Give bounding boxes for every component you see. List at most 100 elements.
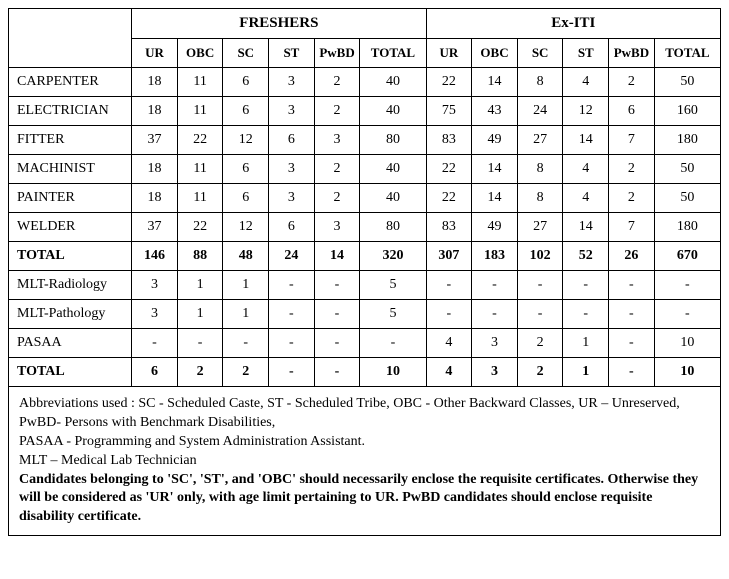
data-cell: 22 [177, 213, 223, 242]
data-cell: 11 [177, 155, 223, 184]
row-label: MACHINIST [9, 155, 132, 184]
sub-header: UR [426, 39, 472, 68]
data-cell: 22 [426, 155, 472, 184]
data-cell: 146 [132, 242, 178, 271]
data-cell: - [314, 358, 360, 387]
data-cell: - [314, 300, 360, 329]
data-cell: 2 [314, 184, 360, 213]
bold-note: Candidates belonging to 'SC', 'ST', and … [19, 472, 698, 525]
data-cell: - [426, 271, 472, 300]
data-cell: 6 [269, 213, 315, 242]
data-cell: 8 [517, 68, 563, 97]
data-cell: - [269, 329, 315, 358]
sub-header: OBC [177, 39, 223, 68]
data-cell: 2 [314, 97, 360, 126]
row-label: PAINTER [9, 184, 132, 213]
data-cell: 1 [563, 358, 609, 387]
data-cell: 24 [517, 97, 563, 126]
data-cell: 88 [177, 242, 223, 271]
data-cell: 2 [609, 68, 655, 97]
data-cell: 18 [132, 68, 178, 97]
table-row: FITTER3722126380834927147180 [9, 126, 721, 155]
data-cell: - [223, 329, 269, 358]
data-cell: 6 [223, 155, 269, 184]
data-cell: 3 [269, 68, 315, 97]
data-cell: 102 [517, 242, 563, 271]
table-row: CARPENTER181163240221484250 [9, 68, 721, 97]
data-cell: 12 [223, 126, 269, 155]
data-cell: 75 [426, 97, 472, 126]
data-cell: 4 [563, 184, 609, 213]
data-cell: 49 [472, 126, 518, 155]
data-cell: 4 [426, 358, 472, 387]
row-label: CARPENTER [9, 68, 132, 97]
data-cell: 4 [563, 155, 609, 184]
data-cell: - [426, 300, 472, 329]
data-cell: - [517, 271, 563, 300]
data-cell: 320 [360, 242, 426, 271]
row-label: TOTAL [9, 358, 132, 387]
data-cell: 12 [223, 213, 269, 242]
row-label: MLT-Pathology [9, 300, 132, 329]
table-row: WELDER3722126380834927147180 [9, 213, 721, 242]
data-cell: 6 [609, 97, 655, 126]
data-cell: 18 [132, 97, 178, 126]
data-cell: 183 [472, 242, 518, 271]
data-cell: 11 [177, 68, 223, 97]
exiti-header: Ex-ITI [426, 9, 720, 39]
table-row: ELECTRICIAN181163240754324126160 [9, 97, 721, 126]
row-label: ELECTRICIAN [9, 97, 132, 126]
data-cell: 26 [609, 242, 655, 271]
sub-header: SC [223, 39, 269, 68]
notes-cell: Abbreviations used : SC - Scheduled Cast… [9, 387, 721, 536]
row-label: TOTAL [9, 242, 132, 271]
mlt-line: MLT – Medical Lab Technician [19, 453, 197, 468]
data-cell: 6 [269, 126, 315, 155]
data-cell: - [654, 300, 720, 329]
data-cell: 1 [563, 329, 609, 358]
data-cell: 3 [472, 329, 518, 358]
data-cell: 40 [360, 184, 426, 213]
abbrev-line: Abbreviations used : SC - Scheduled Cast… [19, 396, 680, 430]
data-cell: 7 [609, 213, 655, 242]
data-cell: - [472, 300, 518, 329]
data-cell: 2 [609, 155, 655, 184]
table-body: CARPENTER181163240221484250ELECTRICIAN18… [9, 68, 721, 387]
data-cell: 6 [223, 68, 269, 97]
data-cell: 37 [132, 213, 178, 242]
data-cell: 12 [563, 97, 609, 126]
data-cell: - [269, 358, 315, 387]
data-cell: 4 [563, 68, 609, 97]
data-cell: - [132, 329, 178, 358]
row-label: WELDER [9, 213, 132, 242]
data-cell: 10 [654, 329, 720, 358]
sub-header: ST [563, 39, 609, 68]
data-cell: 11 [177, 184, 223, 213]
data-cell: 18 [132, 184, 178, 213]
data-cell: 52 [563, 242, 609, 271]
data-cell: - [472, 271, 518, 300]
data-cell: 3 [314, 126, 360, 155]
data-cell: 2 [609, 184, 655, 213]
data-cell: 7 [609, 126, 655, 155]
table-row: MLT-Pathology311--5------ [9, 300, 721, 329]
data-cell: 8 [517, 155, 563, 184]
data-cell: 50 [654, 68, 720, 97]
data-cell: 11 [177, 97, 223, 126]
data-cell: 22 [426, 68, 472, 97]
data-cell: 14 [472, 68, 518, 97]
data-cell: 1 [177, 271, 223, 300]
data-cell: - [517, 300, 563, 329]
data-cell: 2 [517, 329, 563, 358]
data-cell: - [609, 358, 655, 387]
data-cell: 3 [269, 155, 315, 184]
row-label: PASAA [9, 329, 132, 358]
table-row: MACHINIST181163240221484250 [9, 155, 721, 184]
data-cell: - [563, 300, 609, 329]
table-row: PASAA------4321-10 [9, 329, 721, 358]
group-header-row: FRESHERS Ex-ITI [9, 9, 721, 39]
row-label: MLT-Radiology [9, 271, 132, 300]
data-cell: - [609, 271, 655, 300]
data-cell: 80 [360, 126, 426, 155]
data-cell: 49 [472, 213, 518, 242]
